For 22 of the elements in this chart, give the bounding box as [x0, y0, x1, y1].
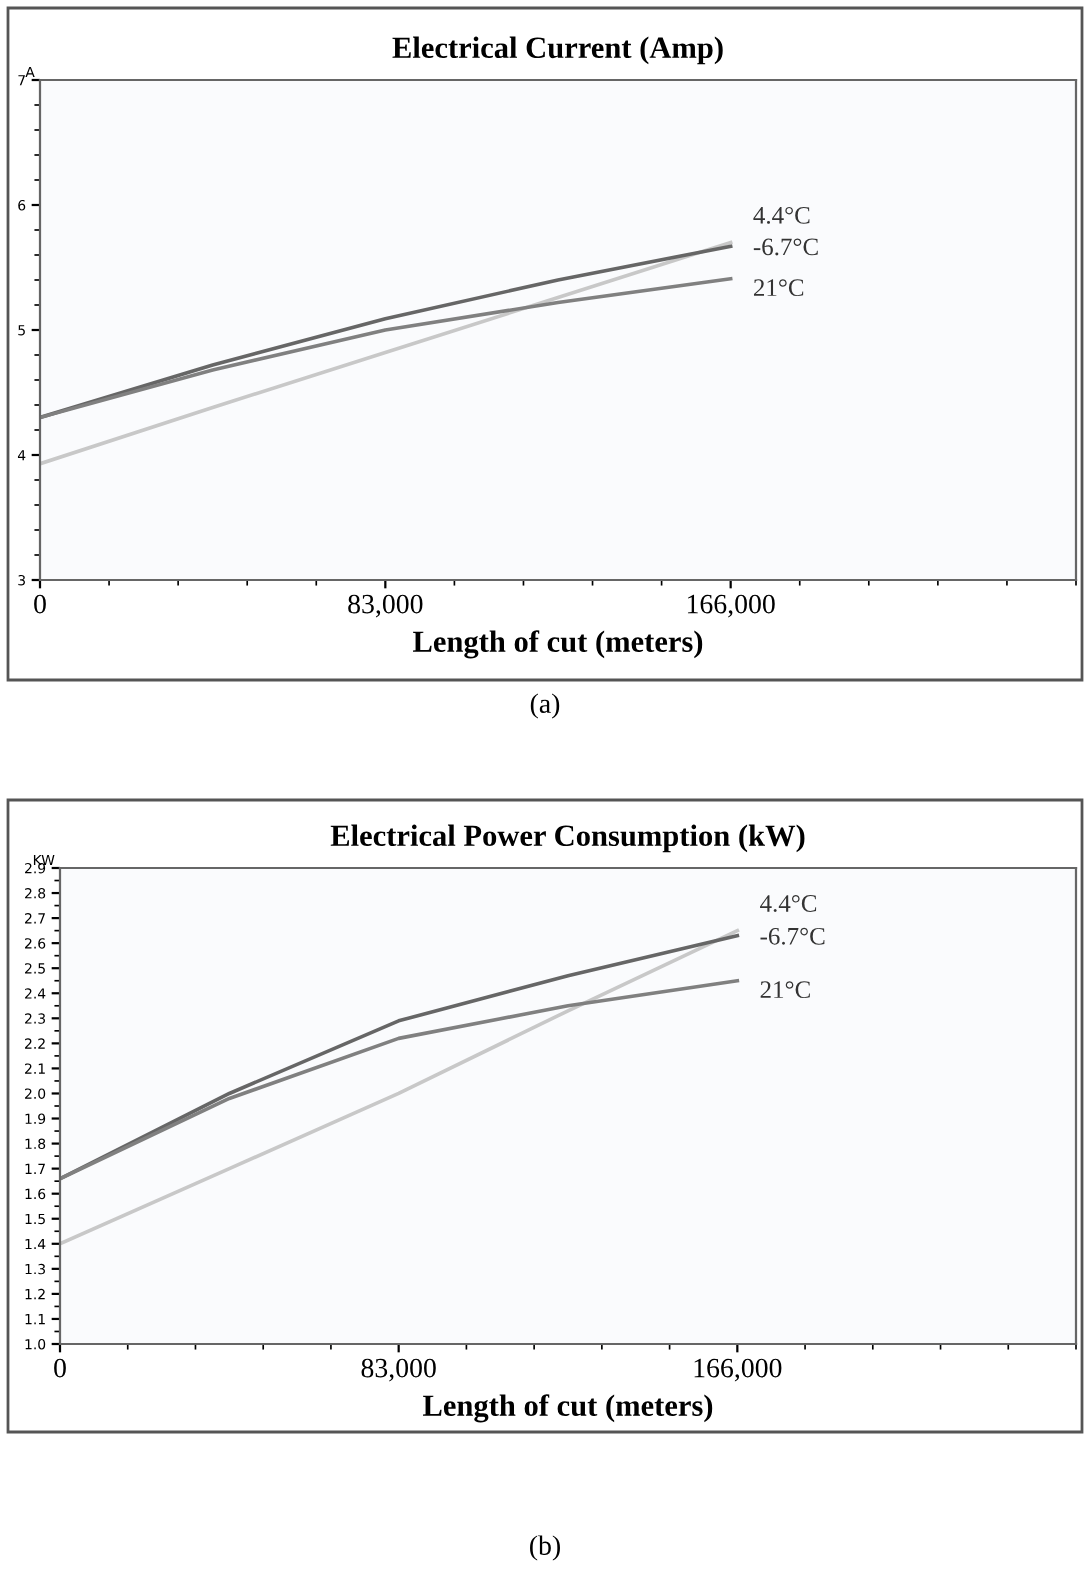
- chart-title: Electrical Power Consumption (kW): [330, 824, 805, 853]
- x-tick-label: 166,000: [694, 1358, 782, 1382]
- series-label: 4.4°C: [760, 895, 817, 912]
- x-tick-label: 166,000: [687, 594, 775, 618]
- x-tick-label: 83,000: [348, 594, 423, 618]
- x-axis-title: Length of cut (meters): [413, 630, 703, 659]
- chart-title: Electrical Current (Amp): [392, 36, 723, 65]
- x-axis-title: Length of cut (meters): [423, 1394, 713, 1423]
- line-series: [60, 978, 740, 1181]
- text: (a): [530, 693, 560, 719]
- line-series: [60, 928, 740, 1246]
- x-tick-label: 0: [54, 1358, 66, 1378]
- series-label: 4.4°C: [753, 206, 810, 224]
- x-tick-label: 0: [34, 594, 46, 614]
- series-label: -6.7°C: [753, 238, 818, 256]
- series-label: 21°C: [753, 279, 804, 297]
- x-tick-label: 83,000: [361, 1358, 436, 1382]
- series-label: 21°C: [760, 981, 810, 999]
- text: (b): [530, 1535, 560, 1561]
- line-series: [40, 240, 733, 466]
- line-series: [40, 276, 733, 420]
- series-label: -6.7°C: [760, 927, 825, 945]
